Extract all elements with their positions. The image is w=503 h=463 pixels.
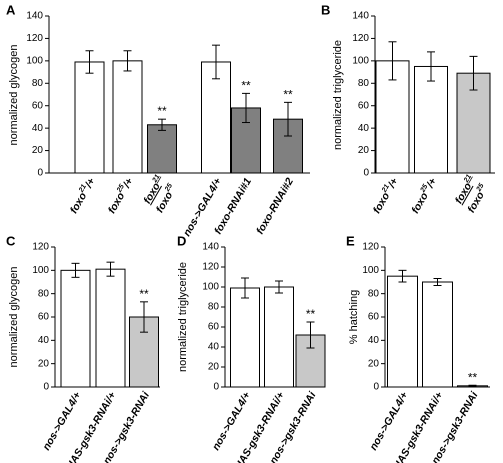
y-tick-label: 0 [43, 382, 49, 393]
significance-marker: ** [157, 104, 167, 118]
y-axis-label: normalized triglyceride [332, 40, 344, 150]
panel-letter: E [346, 233, 355, 248]
significance-marker: ** [283, 87, 293, 101]
y-tick-label: 100 [352, 55, 369, 66]
bar-foxo21-foxo25 [147, 124, 177, 174]
y-tick-label: 140 [202, 242, 219, 253]
x-tick-label: foxo25/+ [105, 175, 136, 215]
y-tick-label: 60 [38, 312, 50, 323]
y-tick-label: 100 [362, 265, 379, 276]
y-tick-label: 140 [352, 11, 369, 22]
y-tick-label: 60 [368, 312, 380, 323]
y-tick-label: 0 [373, 382, 379, 393]
bar-uas-gsk3-rnai- [422, 281, 453, 388]
y-axis-label: normalized glycogen [8, 45, 20, 146]
y-tick-label: 20 [208, 362, 220, 373]
bar-nos-gal4- [230, 287, 260, 388]
y-tick-label: 120 [352, 33, 369, 44]
y-tick-label: 80 [368, 288, 380, 299]
y-axis-label: % hatching [348, 290, 360, 344]
y-tick-label: 0 [213, 382, 219, 393]
bar-nos-gal4- [60, 269, 91, 388]
y-tick-label: 100 [26, 55, 43, 66]
bar-foxo21- [74, 61, 105, 174]
y-tick-label: 40 [358, 123, 370, 134]
bar-nos-gal4- [201, 61, 231, 174]
x-tick-label: foxo25/+ [408, 175, 439, 215]
y-tick-label: 80 [358, 78, 370, 89]
y-tick-label: 20 [358, 145, 370, 156]
y-tick-label: 0 [363, 168, 369, 179]
y-tick-label: 140 [26, 11, 43, 22]
y-tick-label: 120 [362, 242, 379, 253]
panel-letter: B [321, 2, 330, 17]
x-tick-label: foxo-RNAi#2 [254, 176, 296, 237]
y-tick-label: 80 [32, 78, 44, 89]
significance-marker: ** [139, 287, 149, 301]
bar-uas-gsk3-rnai- [264, 286, 294, 388]
x-tick-label: foxo21/+ [67, 175, 98, 215]
significance-marker: ** [306, 307, 316, 321]
y-tick-label: 0 [37, 168, 43, 179]
panel-letter: C [6, 233, 16, 248]
bar-foxo25- [112, 60, 143, 174]
bar-uas-gsk3-rnai- [95, 268, 126, 388]
panel-letter: A [6, 2, 16, 17]
y-tick-label: 100 [32, 265, 49, 276]
y-tick-label: 40 [368, 335, 380, 346]
y-tick-label: 80 [208, 302, 220, 313]
y-tick-label: 120 [26, 33, 43, 44]
y-tick-label: 120 [32, 242, 49, 253]
panel-letter: D [177, 233, 186, 248]
panel-e: E% hatching020406080100120nos->GAL4/+UAS… [346, 233, 490, 463]
y-tick-label: 60 [208, 322, 220, 333]
y-tick-label: 80 [38, 288, 50, 299]
significance-marker: ** [241, 78, 251, 92]
y-axis-label: normalized glycogen [8, 267, 20, 368]
y-tick-label: 40 [32, 123, 44, 134]
y-tick-label: 20 [368, 358, 380, 369]
bar-nos-gal4- [387, 275, 418, 388]
y-tick-label: 100 [202, 282, 219, 293]
y-tick-label: 60 [358, 100, 370, 111]
y-tick-label: 60 [32, 100, 44, 111]
y-tick-label: 40 [208, 342, 220, 353]
y-tick-label: 20 [38, 358, 50, 369]
y-axis-label: normalized triglyceride [177, 262, 189, 372]
y-tick-label: 120 [202, 262, 219, 273]
significance-marker: ** [468, 370, 478, 384]
y-tick-label: 40 [38, 335, 50, 346]
y-tick-label: 20 [32, 145, 44, 156]
bar-foxo25- [414, 65, 448, 174]
x-tick-label: foxo21/+ [370, 175, 401, 215]
